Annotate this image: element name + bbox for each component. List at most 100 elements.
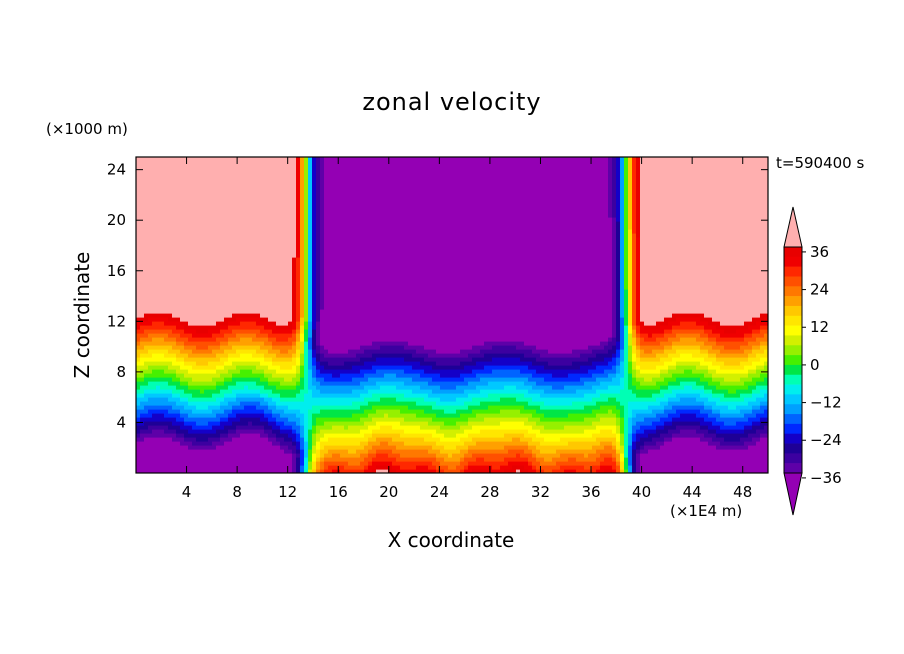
field-cell [252,361,257,366]
field-cell [140,465,145,470]
field-cell [140,333,145,338]
field-cell [344,309,349,314]
field-cell [184,321,189,326]
field-cell [368,417,373,422]
field-cell [248,337,253,342]
field-cell [248,333,253,338]
field-cell [192,321,197,326]
field-cell [180,441,185,446]
field-cell [384,413,389,418]
field-cell [176,305,181,310]
field-cell [372,377,377,382]
field-cell [216,349,221,354]
field-cell [260,325,265,330]
field-cell [328,297,333,302]
field-cell [228,401,233,406]
field-cell [296,265,301,270]
field-cell [244,461,249,466]
field-cell [324,429,329,434]
field-cell [368,301,373,306]
field-cell [320,365,325,370]
field-cell [288,213,293,218]
field-cell [360,297,365,302]
field-cell [356,181,361,186]
field-cell [384,241,389,246]
field-cell [168,389,173,394]
field-cell [344,157,349,162]
field-cell [304,397,309,402]
field-cell [144,349,149,354]
field-cell [272,345,277,350]
field-cell [320,285,325,290]
field-cell [156,381,161,386]
field-cell [188,417,193,422]
field-cell [252,365,257,370]
field-cell [372,181,377,186]
field-cell [188,269,193,274]
field-cell [216,193,221,198]
field-cell [200,297,205,302]
field-cell [260,209,265,214]
field-cell [240,257,245,262]
field-cell [340,369,345,374]
field-cell [284,201,289,206]
field-cell [300,205,305,210]
field-cell [388,425,393,430]
field-cell [156,349,161,354]
field-cell [336,225,341,230]
field-cell [276,181,281,186]
field-cell [276,393,281,398]
field-cell [228,281,233,286]
field-cell [252,165,257,170]
field-cell [192,441,197,446]
field-cell [172,413,177,418]
field-cell [184,349,189,354]
field-cell [236,417,241,422]
field-cell [152,237,157,242]
field-cell [352,349,357,354]
field-cell [188,405,193,410]
field-cell [188,241,193,246]
field-cell [164,425,169,430]
field-cell [264,345,269,350]
field-cell [384,245,389,250]
field-cell [372,469,377,473]
field-cell [380,317,385,322]
field-cell [168,345,173,350]
field-cell [300,293,305,298]
field-cell [236,413,241,418]
field-cell [136,393,141,398]
field-cell [208,445,213,450]
field-cell [376,309,381,314]
field-cell [348,341,353,346]
field-cell [292,273,297,278]
field-cell [164,205,169,210]
field-cell [356,225,361,230]
field-cell [308,397,313,402]
field-cell [240,293,245,298]
field-cell [356,273,361,278]
field-cell [188,409,193,414]
field-cell [176,349,181,354]
field-cell [264,453,269,458]
field-cell [300,233,305,238]
field-cell [340,269,345,274]
field-cell [332,457,337,462]
field-cell [208,209,213,214]
field-cell [196,413,201,418]
field-cell [220,173,225,178]
field-cell [148,321,153,326]
field-cell [312,429,317,434]
field-cell [384,329,389,334]
field-cell [140,437,145,442]
field-cell [352,205,357,210]
field-cell [328,445,333,450]
field-cell [280,433,285,438]
field-cell [360,433,365,438]
field-cell [188,321,193,326]
field-cell [384,197,389,202]
field-cell [364,193,369,198]
field-cell [256,249,261,254]
field-cell [380,389,385,394]
field-cell [264,381,269,386]
